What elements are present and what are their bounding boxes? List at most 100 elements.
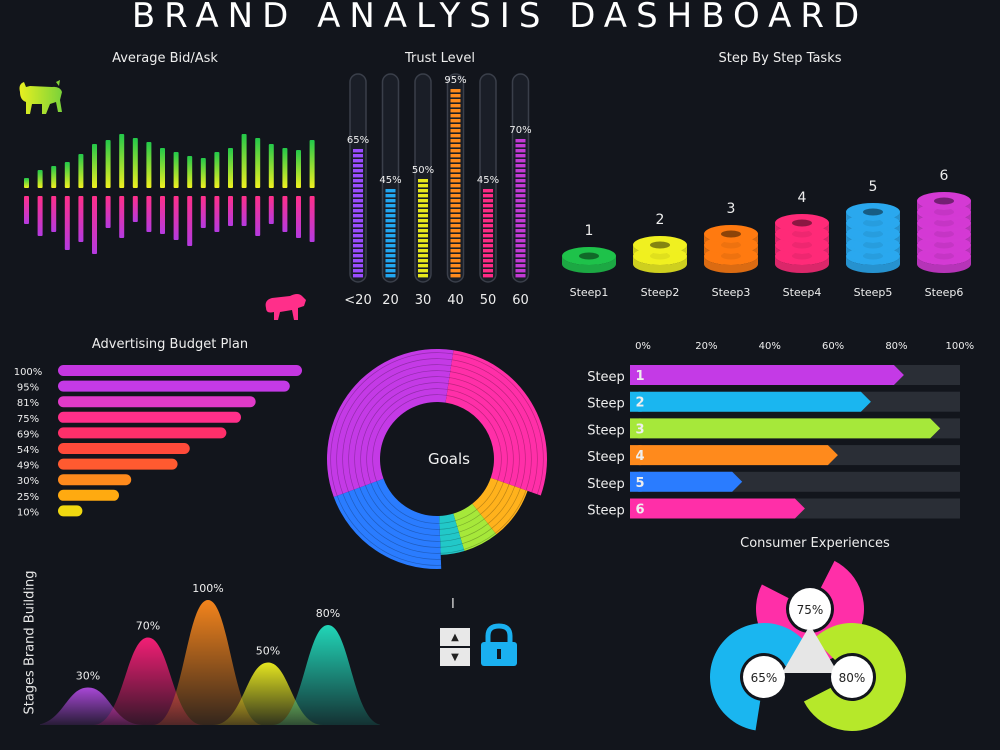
trust-segment [353,159,363,163]
trust-segment [418,249,428,253]
trust-segment [450,184,461,188]
stepper-control[interactable]: ▲ ▼ [440,628,470,666]
budget-category-label: 10% [17,507,39,518]
steps-chart: 1 Steep1 2 Steep2 3 Steep3 4 Steep4 5 Steep5 6 Stee… [562,168,971,299]
trust-value-label: 45% [477,175,499,186]
trust-segment [450,99,461,103]
trust-segment [418,194,428,198]
trust-segment [353,164,363,168]
trust-segment [353,229,363,233]
progress-category-label: Steep [587,370,625,385]
goals-ring-line [439,520,456,524]
trust-category-label: 30 [415,293,432,308]
goals-ring-line [440,543,463,548]
trust-segment [418,184,428,188]
step-ring-side [917,245,971,262]
step-ring-side [562,256,616,273]
trust-segment [515,209,526,213]
trust-segment [450,244,461,248]
step-ring-side [917,234,971,251]
trust-segment [353,254,363,258]
goals-ring-line [440,549,465,554]
bid-bar [119,134,125,188]
trust-segment [385,249,396,253]
trust-segment [483,189,493,193]
trust-segment [385,229,396,233]
trust-segment [353,224,363,228]
trust-segment [515,244,526,248]
goals-ring-line [439,531,459,536]
progress-tick-label: 20% [695,341,717,352]
trust-category-label: 50 [480,293,497,308]
bid-bar [160,148,165,188]
step-ring-side [775,245,829,262]
bid-bar [78,154,84,188]
budget-category-label: 100% [14,367,43,378]
bid-bar [228,148,233,188]
budget-category-label: 25% [17,492,39,503]
caret-up-icon[interactable]: ▲ [440,628,470,646]
bid-bar [24,178,29,188]
trust-segment [418,274,428,278]
trust-segment [353,179,363,183]
trust-value-label: 70% [509,125,531,136]
trust-category-label: <20 [344,293,371,308]
budget-chart: 100% 95% 81% 75% 69% 54% 49% 30% 25% 10% [14,365,302,518]
budget-category-label: 75% [17,414,39,425]
trust-segment [385,199,396,203]
caret-down-icon[interactable]: ▼ [440,648,470,666]
consumer-value-circle [789,588,831,630]
bid-bar [173,152,179,188]
step-ring-side [704,245,758,262]
trust-segment [515,249,526,253]
progress-step-number: 6 [635,503,644,518]
trust-segment [353,264,363,268]
bid-bar [200,158,206,188]
step-ring-top [633,236,687,254]
trust-segment [483,214,493,218]
trust-segment [385,234,396,238]
trust-segment [515,259,526,263]
trust-segment [483,194,493,198]
trust-segment [353,249,363,253]
bid-bar [64,162,70,188]
bid-bar [214,152,220,188]
trust-segment [418,239,428,243]
step-number-label: 5 [869,179,878,195]
step-category-label: Steep2 [641,286,680,299]
stages-chart: 30% 70% 100% 50% 80% [40,582,380,725]
trust-segment [450,269,461,273]
trust-segment [515,144,526,148]
dashboard-title: BRAND ANALYSIS DASHBOARD [131,0,869,36]
step-ring-side [633,245,687,262]
trust-segment [515,239,526,243]
consumer-value-label: 75% [797,603,824,617]
step-ring-hole [579,252,599,260]
progress-step-number: 4 [635,449,644,464]
trust-segment [418,204,428,208]
trust-segment [515,234,526,238]
progress-bar [630,471,743,492]
trust-segment [385,209,396,213]
progress-bar [630,498,805,519]
step-ring-side [846,245,900,262]
step-category-label: Steep3 [712,286,751,299]
trust-segment [385,219,396,223]
trust-segment [385,244,396,248]
ask-bar [78,196,84,242]
trust-segment [353,209,363,213]
progress-tick-label: 80% [885,341,907,352]
ask-bar [92,196,97,254]
goals-ring-line [457,514,481,527]
stage-peak [273,625,380,725]
lock-icon[interactable] [476,622,522,668]
trust-segment [483,209,493,213]
trust-segment [385,189,396,193]
goals-chart: Goals [327,348,547,569]
step-number-label: 6 [940,168,949,184]
goals-ring-line [458,518,485,533]
trust-segment [353,239,363,243]
trust-segment [418,244,428,248]
budget-category-label: 30% [17,476,39,487]
trust-segment [353,219,363,223]
